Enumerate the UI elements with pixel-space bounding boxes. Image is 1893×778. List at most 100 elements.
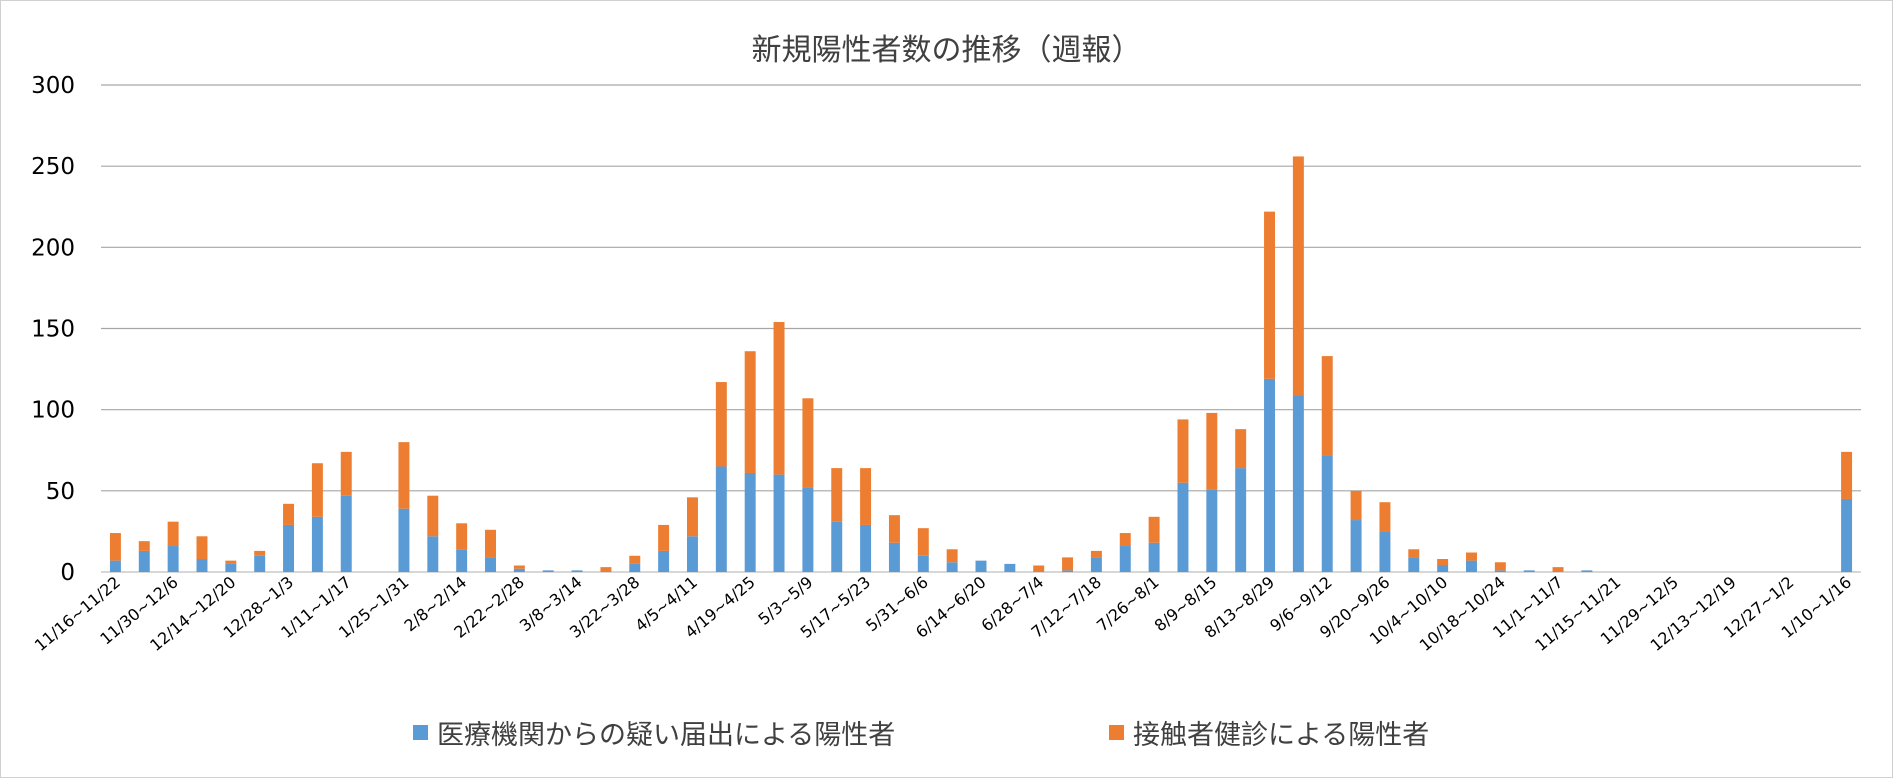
bar-medical-21 — [715, 466, 727, 572]
bar-contact-43 — [1350, 490, 1362, 521]
bar-contact-35 — [1119, 533, 1131, 547]
bar-medical-8 — [340, 495, 352, 572]
bar-contact-19 — [658, 524, 670, 551]
chart-title: 新規陽性者数の推移（週報） — [751, 33, 1142, 68]
bar-medical-30 — [975, 560, 987, 572]
bar-medical-22 — [744, 472, 756, 572]
bar-medical-15 — [542, 570, 554, 572]
bar-medical-33 — [1062, 570, 1074, 572]
bar-medical-42 — [1321, 455, 1333, 572]
bar-medical-31 — [1004, 563, 1016, 572]
bar-contact-2 — [167, 521, 179, 547]
bar-contact-20 — [686, 497, 698, 537]
bar-contact-37 — [1177, 419, 1189, 483]
legend-item-contact: 接触者健診による陽性者 — [1109, 713, 1429, 752]
bar-medical-34 — [1090, 557, 1102, 572]
bar-medical-20 — [686, 536, 698, 572]
legend-label-contact: 接触者健診による陽性者 — [1133, 720, 1430, 751]
bar-medical-48 — [1494, 570, 1506, 572]
bar-contact-25 — [831, 468, 843, 522]
bar-medical-24 — [802, 487, 814, 572]
y-tick-label: 300 — [31, 73, 75, 99]
legend-swatch-contact — [1109, 725, 1124, 740]
bar-medical-35 — [1119, 546, 1131, 572]
y-tick-label: 200 — [31, 235, 75, 261]
bar-medical-28 — [917, 555, 929, 572]
bar-medical-47 — [1466, 560, 1477, 572]
bar-medical-36 — [1148, 542, 1160, 572]
bar-medical-1 — [138, 550, 150, 572]
bar-contact-1 — [138, 541, 150, 551]
bar-medical-29 — [946, 562, 958, 572]
bar-contact-6 — [283, 503, 295, 525]
bar-contact-24 — [802, 398, 814, 488]
y-tick-label: 0 — [60, 560, 75, 586]
bar-medical-45 — [1408, 557, 1420, 572]
legend-label-medical: 医療機関からの疑い届出による陽性者 — [437, 720, 896, 751]
bar-medical-14 — [513, 568, 525, 572]
bar-medical-26 — [860, 524, 872, 572]
bar-medical-10 — [398, 508, 410, 572]
bar-contact-0 — [109, 533, 121, 561]
bar-contact-46 — [1437, 559, 1449, 566]
bar-medical-44 — [1379, 531, 1391, 572]
y-tick-label: 50 — [46, 479, 75, 505]
bar-medical-2 — [167, 546, 179, 572]
y-tick-label: 100 — [31, 398, 75, 424]
bar-medical-40 — [1264, 378, 1276, 572]
bar-medical-38 — [1206, 489, 1218, 572]
bar-medical-25 — [831, 521, 843, 572]
bar-medical-43 — [1350, 520, 1362, 572]
legend-swatch-medical — [413, 725, 428, 740]
legend-item-medical: 医療機関からの疑い届出による陽性者 — [413, 713, 895, 752]
bar-medical-18 — [629, 563, 641, 572]
bar-medical-27 — [888, 542, 900, 572]
bar-contact-34 — [1090, 550, 1102, 558]
bar-contact-47 — [1466, 552, 1477, 561]
bar-contact-28 — [917, 528, 929, 556]
bar-medical-5 — [254, 555, 266, 572]
bar-medical-19 — [658, 550, 670, 572]
bar-medical-6 — [283, 524, 295, 572]
bar-contact-7 — [311, 463, 323, 517]
bar-contact-42 — [1321, 356, 1333, 456]
bar-medical-46 — [1437, 565, 1449, 572]
bar-medical-4 — [225, 563, 237, 572]
bar-medical-16 — [571, 570, 583, 572]
bar-contact-5 — [254, 550, 266, 556]
bar-medical-13 — [485, 557, 496, 572]
y-tick-label: 150 — [31, 317, 75, 343]
x-tick-label: 7/26~8/1 — [1093, 573, 1163, 636]
bar-medical-7 — [311, 516, 323, 572]
bar-contact-8 — [340, 451, 352, 496]
bar-medical-49 — [1523, 570, 1535, 572]
bar-medical-3 — [196, 559, 208, 572]
bar-contact-29 — [946, 549, 958, 563]
bar-contact-23 — [773, 322, 785, 475]
bar-medical-51 — [1581, 570, 1593, 572]
bar-medical-0 — [109, 560, 121, 572]
bar-contact-45 — [1408, 549, 1420, 558]
bar-contact-60 — [1841, 451, 1853, 499]
bar-contact-48 — [1494, 562, 1506, 571]
bar-contact-21 — [715, 382, 727, 467]
bar-contact-11 — [427, 495, 439, 537]
gridlines — [101, 84, 1861, 573]
bar-contact-32 — [1033, 565, 1045, 572]
bar-medical-37 — [1177, 482, 1189, 572]
bar-contact-36 — [1148, 516, 1160, 543]
bar-contact-26 — [860, 468, 872, 525]
legend: 医療機関からの疑い届出による陽性者 接触者健診による陽性者 — [1, 713, 1892, 752]
bar-contact-4 — [225, 560, 237, 564]
bar-contact-22 — [744, 351, 756, 473]
bars — [109, 156, 1853, 572]
bar-contact-17 — [600, 567, 612, 572]
bar-medical-39 — [1235, 468, 1247, 572]
bar-contact-50 — [1552, 567, 1564, 572]
bar-contact-12 — [456, 523, 468, 550]
bar-contact-41 — [1292, 156, 1304, 396]
bar-contact-14 — [513, 565, 525, 569]
bar-medical-41 — [1292, 395, 1304, 572]
